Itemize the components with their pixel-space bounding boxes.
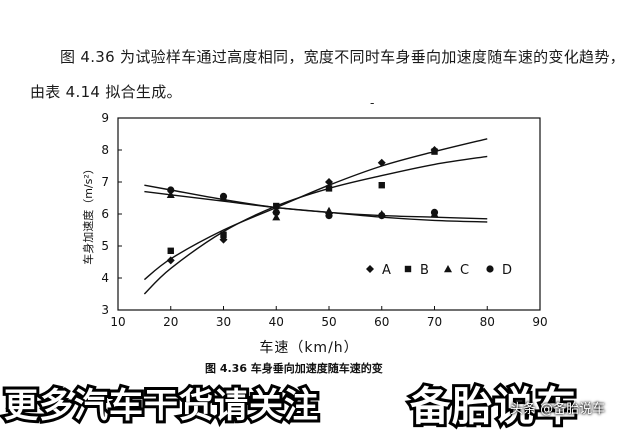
- figure-caption: 图 4.36 车身垂向加速度随车速的变: [205, 362, 383, 375]
- legend-label-b: B: [420, 263, 429, 278]
- y-tick-label: 7: [101, 175, 109, 189]
- y-tick-label: 6: [101, 207, 109, 221]
- stray-dash: -: [370, 96, 375, 111]
- x-tick-label: 20: [163, 315, 178, 329]
- legend-marker-d: [486, 265, 494, 273]
- intro-line-2: 由表 4.14 拟合生成。: [30, 83, 182, 101]
- y-tick-label: 9: [101, 111, 109, 125]
- y-tick-label: 3: [101, 303, 109, 317]
- y-tick-label: 5: [101, 239, 109, 253]
- point-d: [325, 212, 333, 220]
- x-tick-label: 30: [216, 315, 231, 329]
- watermark-text: 头条 @备胎说车: [510, 402, 606, 417]
- banner-left-text: 更多汽车干货请关注: [1, 383, 321, 429]
- legend-marker-b: [404, 265, 412, 273]
- x-tick-label: 50: [321, 315, 336, 329]
- point-b: [431, 148, 438, 155]
- intro-text: 图 4.36 为试验样车通过高度相同，宽度不同时车身垂向加速度随车速的变化趋势，…: [30, 40, 630, 110]
- legend-label-c: C: [460, 263, 469, 278]
- point-b: [378, 182, 385, 189]
- point-b: [167, 247, 174, 254]
- x-tick-label: 40: [269, 315, 284, 329]
- point-c: [272, 213, 281, 221]
- legend-marker-c: [444, 265, 452, 273]
- y-axis-label: 车身加速度（m/s²）: [81, 163, 95, 265]
- point-d: [272, 208, 280, 216]
- x-tick-label: 90: [532, 315, 547, 329]
- point-a: [325, 178, 333, 186]
- point-b: [325, 185, 333, 192]
- y-tick-label: 8: [101, 143, 109, 157]
- banner-right-text: 备胎说车: [407, 381, 579, 432]
- x-tick-label: 60: [374, 315, 389, 329]
- x-tick-label: 80: [480, 315, 495, 329]
- point-a: [166, 256, 175, 265]
- point-d: [167, 186, 175, 194]
- legend-marker-a: [366, 265, 374, 273]
- fit-curve-2: [143, 155, 488, 295]
- point-b: [273, 202, 280, 210]
- x-tick-label: 10: [110, 315, 125, 329]
- point-d: [430, 208, 439, 216]
- point-a: [377, 158, 386, 167]
- point-c: [166, 190, 175, 198]
- x-axis-label: 车速（km/h）: [259, 339, 358, 356]
- point-d: [219, 192, 228, 200]
- intro-line-1: 图 4.36 为试验样车通过高度相同，宽度不同时车身垂向加速度随车速的变化趋势，: [60, 48, 625, 66]
- point-d: [378, 212, 386, 220]
- x-tick-label: 70: [427, 315, 442, 329]
- legend-label-d: D: [502, 263, 512, 278]
- legend-label-a: A: [382, 263, 391, 278]
- fit-curve-4: [144, 190, 488, 223]
- point-c: [325, 206, 333, 214]
- y-tick-label: 4: [101, 271, 109, 285]
- promo-banner: 更多汽车干货请关注 备胎说车 头条 @备胎说车: [0, 370, 640, 432]
- point-b: [220, 231, 227, 238]
